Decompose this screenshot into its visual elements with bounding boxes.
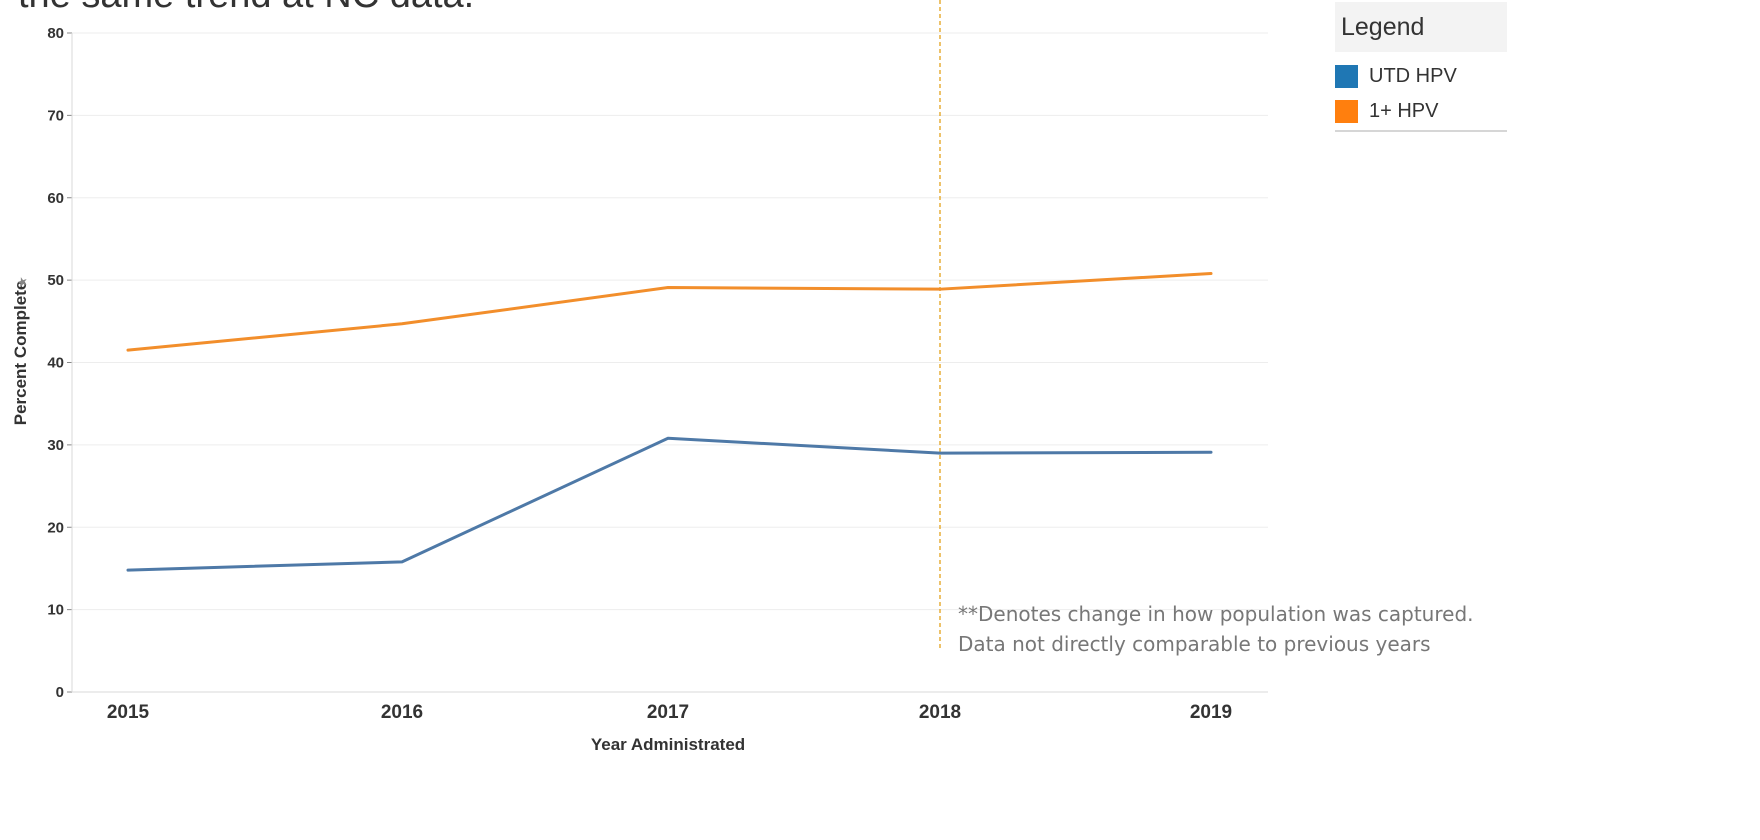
- y-tick-label: 10: [47, 602, 64, 619]
- series-line-1plus-hpv: [126, 272, 1213, 352]
- gridlines: [72, 32, 1268, 611]
- legend-label-utd-hpv: UTD HPV: [1369, 64, 1457, 87]
- axes: [67, 32, 1268, 693]
- legend: Legend UTD HPV 1+ HPV: [1335, 2, 1507, 132]
- data-point-utd-hpv: [938, 451, 942, 455]
- axis-labels: 0 10 20 30 40 50 60 70 80 2015 2016 2017 2018 2019 Yea…: [11, 25, 1232, 754]
- x-tick-label: 2018: [919, 702, 961, 723]
- y-tick-label: 20: [47, 519, 64, 536]
- data-point-1plus-hpv: [126, 348, 130, 352]
- data-point-1plus-hpv: [938, 287, 942, 291]
- population-change-note: **Denotes change in how population was c…: [958, 599, 1758, 659]
- series-layer: [126, 272, 1213, 572]
- x-tick-label: 2016: [381, 702, 423, 723]
- note-line-2: Data not directly comparable to previous…: [958, 632, 1431, 656]
- x-tick-label: 2017: [647, 702, 689, 723]
- data-point-utd-hpv: [400, 560, 404, 564]
- data-point-1plus-hpv: [1209, 272, 1213, 275]
- y-tick-label: 50: [47, 272, 64, 289]
- pin-icon: ★: [17, 277, 29, 287]
- legend-title: Legend: [1335, 2, 1507, 52]
- legend-label-1plus-hpv: 1+ HPV: [1369, 99, 1439, 122]
- y-tick-label: 70: [47, 107, 64, 124]
- series-line-utd-hpv: [126, 436, 1213, 572]
- y-tick-label: 30: [47, 437, 64, 454]
- data-point-utd-hpv: [666, 437, 670, 440]
- y-axis-title: Percent Complete: [11, 281, 30, 426]
- x-tick-label: 2019: [1190, 702, 1232, 723]
- data-point-utd-hpv: [126, 568, 130, 572]
- y-tick-label: 0: [56, 684, 64, 701]
- data-point-1plus-hpv: [400, 322, 404, 325]
- slide-title-fragment: the same trend at NC data.: [18, 0, 474, 17]
- data-point-utd-hpv: [1209, 451, 1213, 454]
- y-tick-label: 80: [47, 25, 64, 42]
- x-tick-label: 2015: [107, 702, 150, 723]
- legend-item-utd-hpv[interactable]: UTD HPV: [1335, 62, 1457, 90]
- legend-item-1plus-hpv[interactable]: 1+ HPV: [1335, 97, 1438, 125]
- y-tick-label: 60: [47, 190, 64, 207]
- legend-swatch-1plus-hpv: [1335, 99, 1358, 123]
- y-tick-label: 40: [47, 355, 64, 372]
- note-line-1: **Denotes change in how population was c…: [958, 602, 1474, 626]
- x-axis-title: Year Administrated: [591, 735, 745, 754]
- legend-swatch-utd-hpv: [1335, 64, 1358, 88]
- data-point-1plus-hpv: [666, 286, 670, 289]
